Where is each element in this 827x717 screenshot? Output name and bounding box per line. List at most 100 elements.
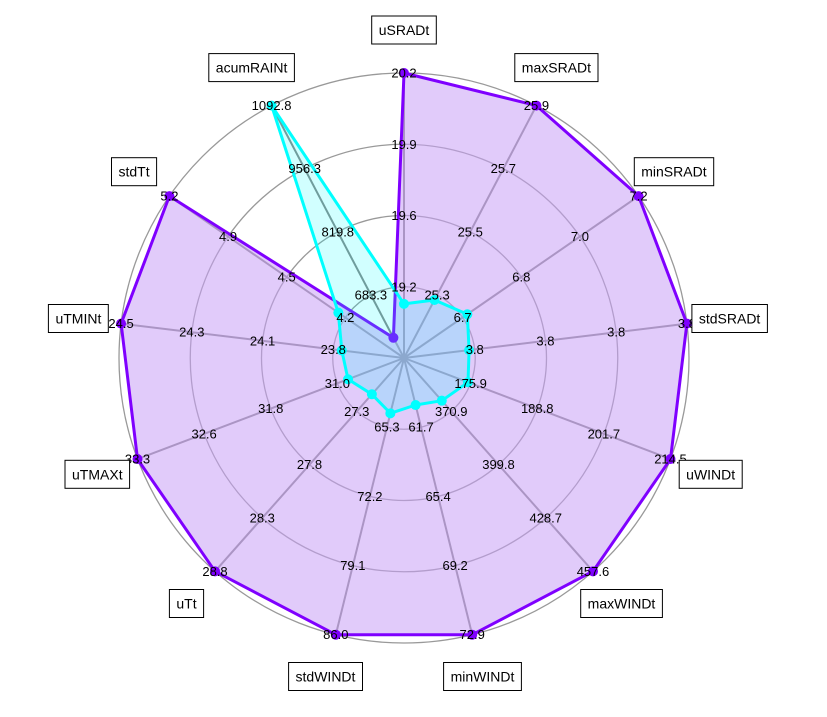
axis-label-stdWINDt: stdWINDt — [288, 662, 364, 691]
series-0-point — [467, 629, 478, 640]
tick-label: 201.7 — [588, 426, 621, 441]
axis-label-box — [443, 662, 522, 691]
tick-label: 175.9 — [454, 376, 487, 391]
tick-label: 86.0 — [323, 627, 348, 642]
axis-label-box — [168, 589, 205, 618]
tick-label: 4.9 — [219, 229, 237, 244]
tick-label: 399.8 — [482, 457, 515, 472]
axis-label-box — [47, 304, 109, 333]
series-0-point — [388, 332, 399, 343]
tick-label: 4.5 — [278, 270, 296, 285]
series-1-point — [462, 377, 473, 388]
series-1-area — [270, 104, 471, 415]
axis-label-uTt: uTt — [168, 589, 205, 618]
axis-label-maxWINDt: maxWINDt — [580, 589, 663, 618]
tick-label-layer: 19.2 19.6 19.9 20.2 25.3 25.5 25.7 25.9 6.7 6.8 7.… — [108, 66, 696, 643]
series-0-point — [132, 454, 143, 465]
series-0-point — [587, 566, 598, 577]
series-1-point — [336, 345, 347, 356]
series-0-point — [633, 191, 644, 202]
series-1-point — [266, 100, 277, 111]
tick-label: 25.7 — [491, 161, 516, 176]
axis-label-box — [64, 459, 131, 489]
axis-label-text: acumRAINt — [216, 60, 288, 76]
tick-label: 27.8 — [297, 457, 322, 472]
series-1-point — [333, 307, 344, 318]
axis-label-text: stdWINDt — [296, 668, 356, 684]
axis-label-minWINDt: minWINDt — [443, 662, 522, 691]
axis-label-text: stdSRADt — [699, 310, 761, 326]
series-0-point — [531, 100, 542, 111]
series-0-point — [330, 629, 341, 640]
tick-label: 32.6 — [191, 426, 216, 441]
tick-label: 3.8 — [466, 342, 484, 357]
series-1-point — [410, 400, 421, 411]
axis-label-minSRADt: minSRADt — [633, 157, 715, 187]
tick-label: 819.8 — [322, 224, 355, 239]
tick-label: 72.2 — [357, 489, 382, 504]
axis-label-box — [111, 157, 158, 187]
axis-label-uTMINt: uTMINt — [47, 304, 109, 333]
tick-label: 23.8 — [321, 342, 346, 357]
tick-label: 6.8 — [512, 270, 530, 285]
tick-label: 428.7 — [529, 510, 562, 525]
series-0-point — [210, 566, 221, 577]
tick-label: 19.9 — [391, 137, 416, 152]
series-0-area — [119, 71, 689, 637]
series-0-point — [665, 454, 676, 465]
axis-label-text: minWINDt — [451, 668, 515, 684]
tick-label: 188.8 — [521, 401, 554, 416]
tick-label: 28.8 — [202, 564, 227, 579]
axis-label-box — [288, 662, 364, 691]
tick-label: 3.8 — [536, 333, 554, 348]
series-1-point — [429, 294, 440, 305]
tick-label: 457.6 — [577, 564, 610, 579]
axis-label-text: uTMINt — [55, 310, 101, 326]
series-layer — [116, 68, 692, 640]
tick-label: 31.8 — [258, 401, 283, 416]
axis-label-text: maxSRADt — [522, 60, 591, 76]
tick-label: 25.5 — [458, 224, 483, 239]
tick-label: 25.9 — [524, 98, 549, 113]
series-0-point — [116, 318, 127, 329]
axis-label-stdSRADt: stdSRADt — [691, 304, 768, 333]
series-1-point — [343, 374, 354, 385]
axis-label-uWINDt: uWINDt — [678, 459, 743, 489]
series-1-point — [462, 309, 473, 320]
series-0-point — [164, 191, 175, 202]
axis-label-box — [208, 53, 295, 83]
axis-label-text: uTt — [176, 596, 196, 612]
tick-label: 3.8 — [607, 325, 625, 340]
axis-label-stdTt: stdTt — [111, 157, 158, 187]
axis-label-box — [514, 53, 599, 83]
tick-label: 27.3 — [344, 404, 369, 419]
tick-label: 24.1 — [250, 333, 275, 348]
tick-label: 214.5 — [654, 452, 687, 467]
tick-label: 33.3 — [125, 452, 150, 467]
tick-label: 5.2 — [160, 189, 178, 204]
tick-label: 28.3 — [250, 510, 275, 525]
axis-label-maxSRADt: maxSRADt — [514, 53, 599, 83]
tick-label: 370.9 — [435, 404, 468, 419]
series-0-point — [399, 68, 409, 78]
axis-label-uTMAXt: uTMAXt — [64, 459, 131, 489]
tick-label: 79.1 — [340, 558, 365, 573]
tick-label: 72.9 — [460, 627, 485, 642]
tick-label: 25.3 — [424, 287, 449, 302]
tick-label: 7.0 — [571, 229, 589, 244]
axis-label-box — [678, 459, 743, 489]
axis-label-text: maxWINDt — [588, 596, 656, 612]
tick-label: 7.2 — [630, 189, 648, 204]
tick-label: 6.7 — [454, 310, 472, 325]
series-1-point — [366, 389, 377, 400]
tick-label: 19.2 — [391, 279, 416, 294]
series-0-point — [681, 318, 692, 329]
tick-label: 24.3 — [179, 325, 204, 340]
axis-spoke — [270, 105, 405, 359]
axis-label-text: uSRADt — [379, 22, 430, 38]
axis-label-acumRAINt: acumRAINt — [208, 53, 295, 83]
axis-label-layer: uSRADt maxSRADt minSRADt stdSRADt uWINDt maxW… — [47, 15, 768, 691]
tick-label: 61.7 — [408, 420, 433, 435]
series-1-point — [385, 408, 396, 419]
tick-label: 683.3 — [355, 287, 388, 302]
